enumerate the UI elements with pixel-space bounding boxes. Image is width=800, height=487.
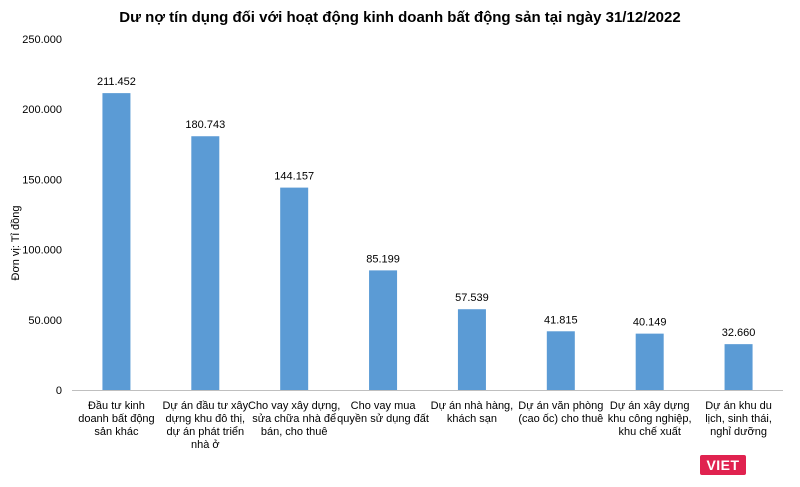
data-label: 32.660 bbox=[722, 327, 756, 339]
x-tick-label: Dự án đầu tư xây dựng khu đô thị, dự án ph… bbox=[162, 400, 248, 451]
data-label: 144.157 bbox=[274, 171, 314, 183]
bar bbox=[191, 136, 220, 390]
y-axis-label: Đơn vị: Tỉ đồng bbox=[10, 206, 22, 281]
x-tick-label: Dự án khu du lịch, sinh thái, nghỉ dưỡng bbox=[705, 400, 772, 438]
data-label: 85.199 bbox=[366, 253, 400, 265]
bar bbox=[546, 331, 575, 390]
x-tick-label: Dự án văn phòng (cao ốc) cho thuê bbox=[518, 400, 603, 425]
bar bbox=[457, 309, 486, 390]
y-tick-label: 0 bbox=[56, 385, 62, 397]
bar bbox=[280, 187, 309, 390]
y-tick-label: 50.000 bbox=[28, 315, 62, 327]
x-tick-label: Dự án nhà hàng, khách sạn bbox=[431, 400, 514, 425]
data-labels: 211.452 180.743 144.157 85.199 57.539 41.815 4… bbox=[97, 76, 755, 339]
data-label: 40.149 bbox=[633, 317, 667, 329]
data-label: 57.539 bbox=[455, 292, 489, 304]
bars bbox=[102, 93, 753, 390]
bar bbox=[724, 344, 753, 390]
data-label: 180.743 bbox=[185, 119, 225, 131]
y-tick-label: 150.000 bbox=[22, 174, 62, 186]
x-tick-label: Đầu tư kinh doanh bất động sản khác bbox=[78, 400, 154, 438]
x-tick-label: Dự án xây dựng khu công nghiệp, khu chế xu… bbox=[608, 400, 692, 438]
y-axis-ticks: 0 50.000 100.000 150.000 200.000 250.000 bbox=[22, 34, 62, 397]
bar bbox=[369, 270, 398, 390]
y-tick-label: 200.000 bbox=[22, 104, 62, 116]
x-tick-label: Cho vay mua quyền sử dụng đất bbox=[337, 400, 429, 425]
y-tick-label: 250.000 bbox=[22, 34, 62, 46]
data-label: 41.815 bbox=[544, 314, 578, 326]
bar bbox=[635, 333, 664, 390]
bar bbox=[102, 93, 131, 390]
y-tick-label: 100.000 bbox=[22, 245, 62, 257]
viet-logo: VIET bbox=[700, 455, 746, 475]
chart-title: Dư nợ tín dụng đối với hoạt động kinh do… bbox=[119, 9, 680, 26]
x-tick-label: Cho vay xây dựng, sửa chữa nhà để bán, cho… bbox=[248, 400, 340, 438]
data-label: 211.452 bbox=[97, 76, 136, 88]
